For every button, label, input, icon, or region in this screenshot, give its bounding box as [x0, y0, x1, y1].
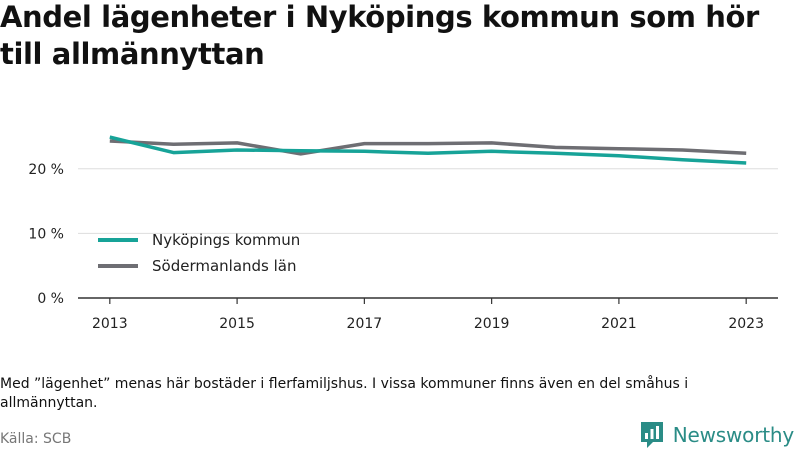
chart-legend: Nyköpings kommun Södermanlands län — [98, 231, 300, 275]
chart-series — [109, 135, 747, 165]
legend-label: Södermanlands län — [152, 257, 297, 275]
x-tick-label: 2019 — [474, 316, 510, 332]
line-chart: 0 % 10 % 20 % 2013 2015 2017 2019 2021 2023 Nykö… — [28, 135, 778, 332]
x-tick-label: 2023 — [728, 316, 764, 332]
x-tick-label: 2017 — [347, 316, 383, 332]
chart-gridlines — [78, 168, 778, 234]
series-line-sodermanland — [109, 139, 747, 156]
series-line-nykoping — [109, 135, 747, 165]
y-tick-label: 10 % — [28, 226, 64, 242]
brand-name: Newsworthy — [672, 423, 794, 447]
brand-logo[interactable]: Newsworthy — [639, 420, 794, 450]
y-tick-label: 20 % — [28, 162, 64, 178]
chart-axes: 0 % 10 % 20 % 2013 2015 2017 2019 2021 2023 — [28, 162, 778, 332]
chart-footnote: Med ”lägenhet” menas här bostäder i fler… — [0, 376, 689, 411]
source-credit: Källa: SCB — [0, 431, 72, 447]
x-tick-label: 2013 — [92, 316, 128, 332]
chart-title: Andel lägenheter i Nyköpings kommun som … — [0, 0, 759, 71]
bar-chart-speech-bubble-icon — [640, 422, 663, 448]
x-tick-label: 2015 — [219, 316, 255, 332]
legend-label: Nyköpings kommun — [152, 231, 300, 249]
y-tick-label: 0 % — [37, 291, 64, 307]
x-tick-label: 2021 — [601, 316, 637, 332]
